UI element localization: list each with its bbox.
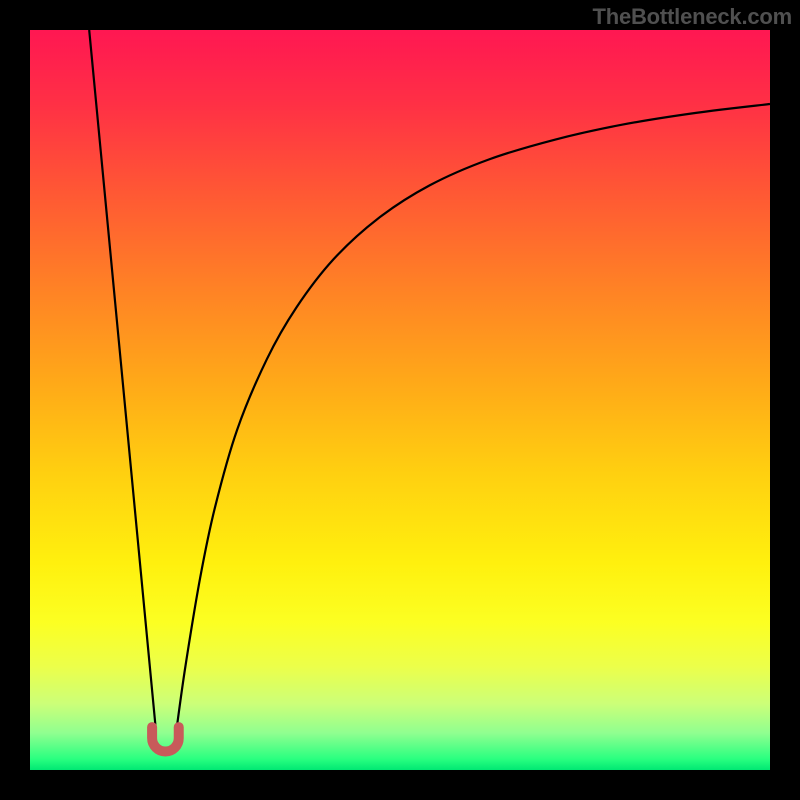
watermark-text: TheBottleneck.com (592, 4, 792, 30)
valley-marker-icon (152, 727, 179, 751)
plot-area (30, 30, 770, 770)
curve-path (89, 30, 770, 729)
chart-frame: TheBottleneck.com (0, 0, 800, 800)
bottleneck-curve (30, 30, 770, 770)
